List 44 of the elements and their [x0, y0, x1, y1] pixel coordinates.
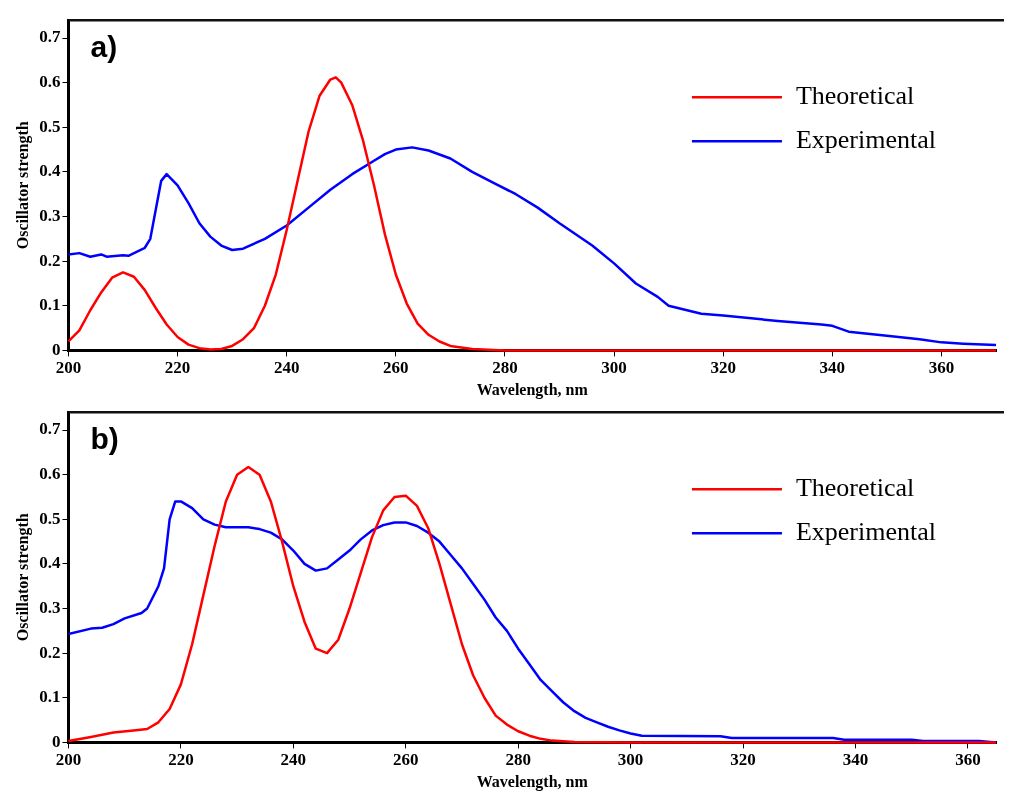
y-tick-label: 0.7	[39, 27, 61, 47]
x-tick-label: 200	[55, 357, 82, 377]
x-tick-label: 300	[617, 749, 644, 769]
x-tick-label: 300	[601, 357, 627, 377]
x-tick-label: 260	[392, 749, 419, 769]
legend-label: Theoretical	[795, 81, 915, 111]
x-tick-label: 240	[280, 749, 307, 769]
x-tick-label: 260	[383, 357, 409, 377]
chart-title: a)	[90, 30, 118, 64]
x-tick-label: 320	[730, 749, 756, 769]
x-tick-label: 340	[842, 749, 869, 769]
x-axis-title: Wavelength, nm	[476, 772, 589, 791]
x-tick-label: 220	[168, 749, 194, 769]
y-tick-label: 0.4	[39, 553, 61, 573]
chart-title: b)	[90, 422, 119, 456]
y-tick-label: 0.1	[39, 687, 61, 707]
legend-label: Theoretical	[795, 473, 915, 503]
y-tick-label: 0	[51, 339, 61, 359]
y-tick-label: 0.2	[39, 250, 61, 270]
x-tick-label: 280	[492, 357, 518, 377]
y-tick-label: 0.2	[39, 642, 61, 662]
y-tick-label: 0.3	[39, 597, 61, 617]
y-tick-label: 0.1	[39, 295, 61, 315]
x-tick-label: 220	[164, 357, 191, 377]
y-tick-label: 0.5	[39, 116, 61, 136]
x-tick-label: 240	[273, 357, 300, 377]
y-tick-label: 0.5	[39, 508, 61, 528]
y-tick-label: 0	[51, 731, 61, 751]
legend-label: Experimental	[795, 517, 937, 547]
x-tick-label: 320	[710, 357, 736, 377]
y-tick-label: 0.7	[39, 419, 61, 439]
x-tick-label: 360	[928, 357, 955, 377]
x-tick-label: 280	[505, 749, 531, 769]
x-tick-label: 340	[819, 357, 846, 377]
y-tick-label: 0.4	[39, 161, 61, 181]
y-tick-label: 0.6	[39, 464, 61, 484]
y-axis-title: Oscillator strength	[13, 121, 32, 250]
y-tick-label: 0.3	[39, 205, 61, 225]
y-tick-label: 0.6	[39, 72, 61, 92]
y-axis-title: Oscillator strength	[13, 513, 32, 642]
legend-label: Experimental	[795, 125, 937, 155]
x-tick-label: 360	[955, 749, 981, 769]
x-axis-title: Wavelength, nm	[476, 380, 589, 399]
x-tick-label: 200	[55, 749, 82, 769]
